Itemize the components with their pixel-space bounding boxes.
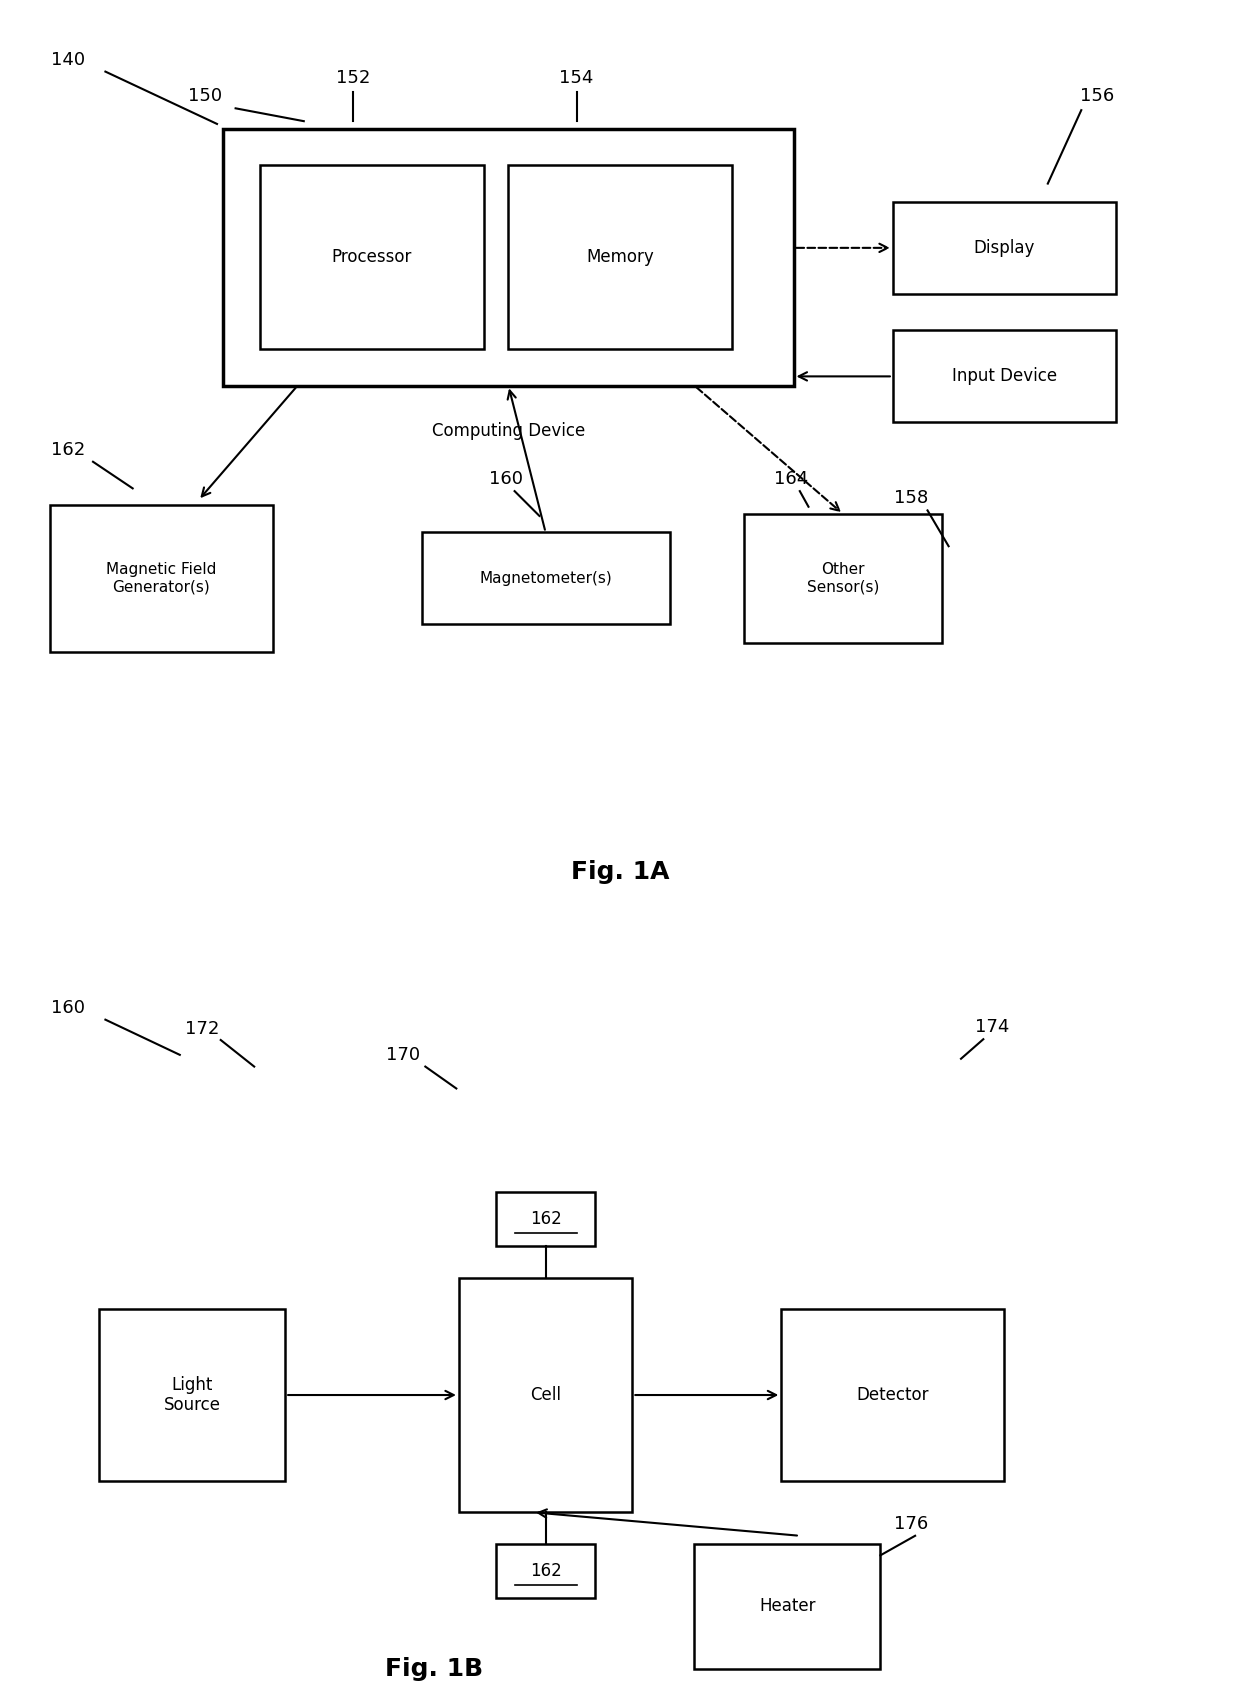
Text: 152: 152 [336, 70, 371, 87]
Text: 176: 176 [894, 1515, 929, 1533]
FancyBboxPatch shape [893, 202, 1116, 294]
Text: 140: 140 [51, 51, 86, 68]
Text: Other
Sensor(s): Other Sensor(s) [807, 563, 879, 595]
FancyBboxPatch shape [893, 330, 1116, 422]
FancyBboxPatch shape [744, 513, 942, 643]
Text: Fig. 1A: Fig. 1A [570, 860, 670, 884]
FancyBboxPatch shape [459, 1278, 632, 1513]
Text: Heater: Heater [759, 1598, 816, 1615]
FancyBboxPatch shape [508, 165, 732, 348]
Text: 174: 174 [975, 1018, 1009, 1037]
FancyBboxPatch shape [99, 1309, 285, 1481]
Text: Magnetometer(s): Magnetometer(s) [479, 571, 613, 586]
Text: 158: 158 [894, 488, 929, 507]
Text: 172: 172 [185, 1020, 219, 1039]
Text: Cell: Cell [531, 1386, 560, 1404]
Text: 170: 170 [386, 1046, 420, 1064]
FancyBboxPatch shape [694, 1544, 880, 1669]
FancyBboxPatch shape [496, 1544, 595, 1598]
Text: Magnetic Field
Generator(s): Magnetic Field Generator(s) [105, 563, 217, 595]
FancyBboxPatch shape [496, 1192, 595, 1246]
Text: Display: Display [973, 240, 1035, 257]
Text: Detector: Detector [857, 1386, 929, 1404]
Text: Fig. 1B: Fig. 1B [384, 1658, 484, 1681]
Text: 162: 162 [51, 440, 86, 459]
Text: Processor: Processor [332, 248, 412, 265]
FancyBboxPatch shape [260, 165, 484, 348]
Text: 150: 150 [187, 87, 222, 105]
Text: 160: 160 [51, 1000, 86, 1017]
Text: Light
Source: Light Source [164, 1375, 221, 1414]
Text: 162: 162 [529, 1210, 562, 1227]
Text: Computing Device: Computing Device [432, 422, 585, 440]
Text: Memory: Memory [587, 248, 653, 265]
Text: 156: 156 [1080, 87, 1115, 105]
FancyBboxPatch shape [422, 532, 670, 624]
FancyBboxPatch shape [223, 129, 794, 386]
FancyBboxPatch shape [781, 1309, 1004, 1481]
Text: 160: 160 [489, 471, 523, 488]
Text: 154: 154 [559, 70, 594, 87]
Text: 164: 164 [774, 471, 808, 488]
Text: 162: 162 [529, 1562, 562, 1579]
Text: Input Device: Input Device [952, 367, 1056, 386]
FancyBboxPatch shape [50, 505, 273, 651]
